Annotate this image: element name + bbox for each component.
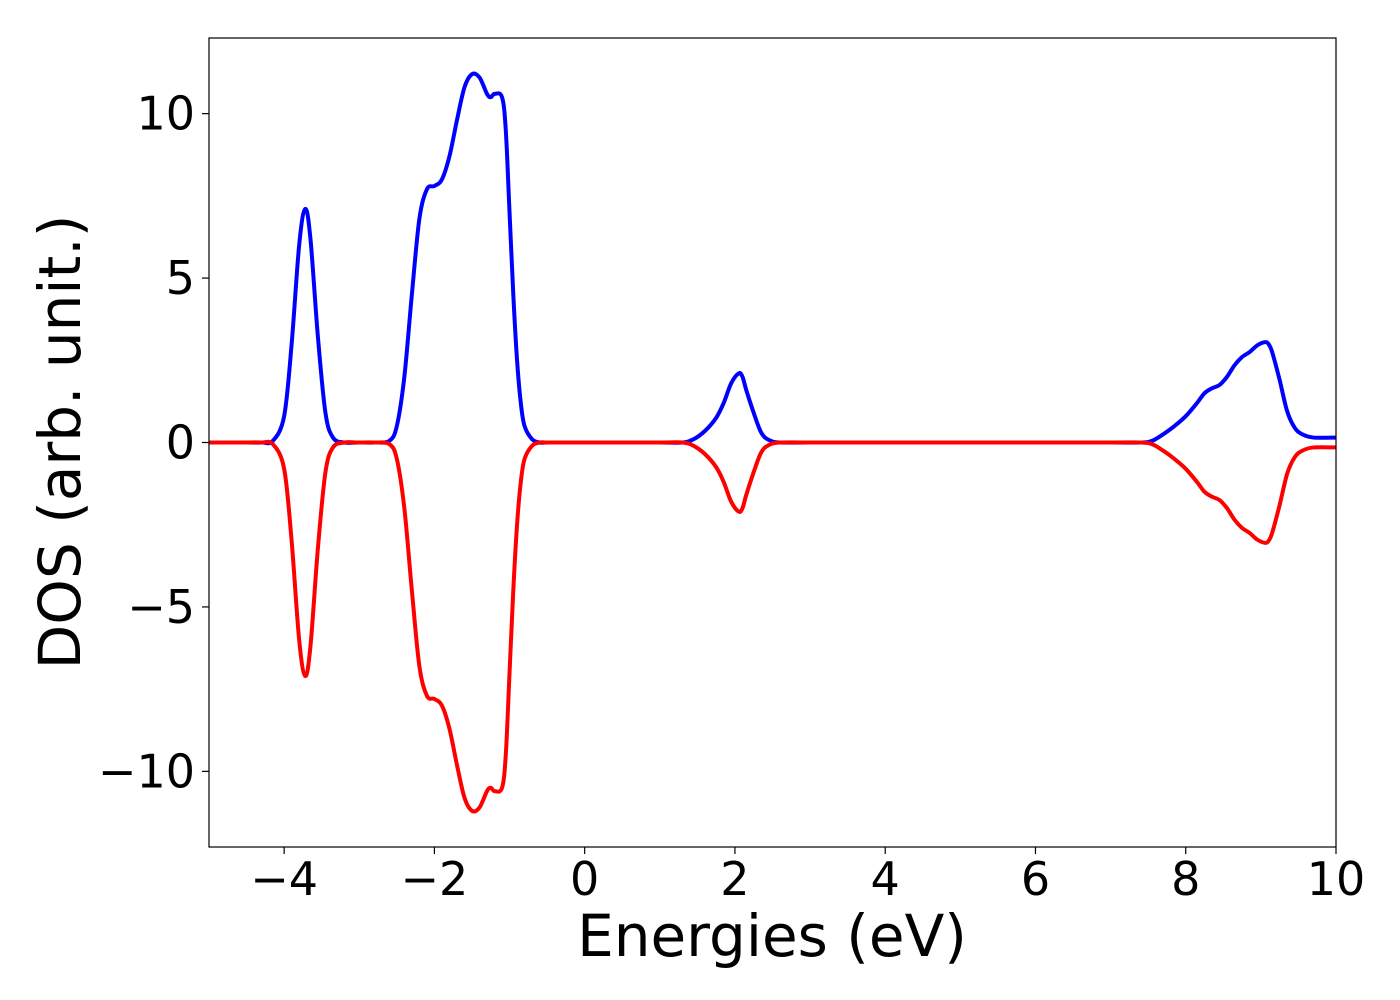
y-tick-label: 0 [166, 416, 195, 470]
y-tick-label: −5 [127, 580, 195, 634]
x-axis-label: Energies (eV) [577, 902, 967, 970]
x-tick-label: 2 [720, 852, 749, 906]
y-tick-label: 10 [136, 87, 195, 141]
x-tick-label: 4 [871, 852, 900, 906]
x-tick-label: 10 [1307, 852, 1366, 906]
plot-series [208, 71, 1337, 814]
x-tick-label: −4 [250, 852, 318, 906]
y-axis-label: DOS (arb. unit.) [26, 215, 94, 670]
y-tick-label: −10 [98, 744, 195, 798]
y-axis-ticks: −10 −5 0 5 10 [98, 87, 209, 798]
x-tick-label: 6 [1021, 852, 1050, 906]
x-axis-ticks: −4 −2 0 2 4 6 8 10 [250, 847, 1365, 906]
x-tick-label: 0 [570, 852, 599, 906]
x-tick-label: 8 [1171, 852, 1200, 906]
dos-series-red-line [208, 439, 1337, 814]
y-tick-label: 5 [166, 251, 195, 305]
x-tick-label: −2 [400, 852, 468, 906]
